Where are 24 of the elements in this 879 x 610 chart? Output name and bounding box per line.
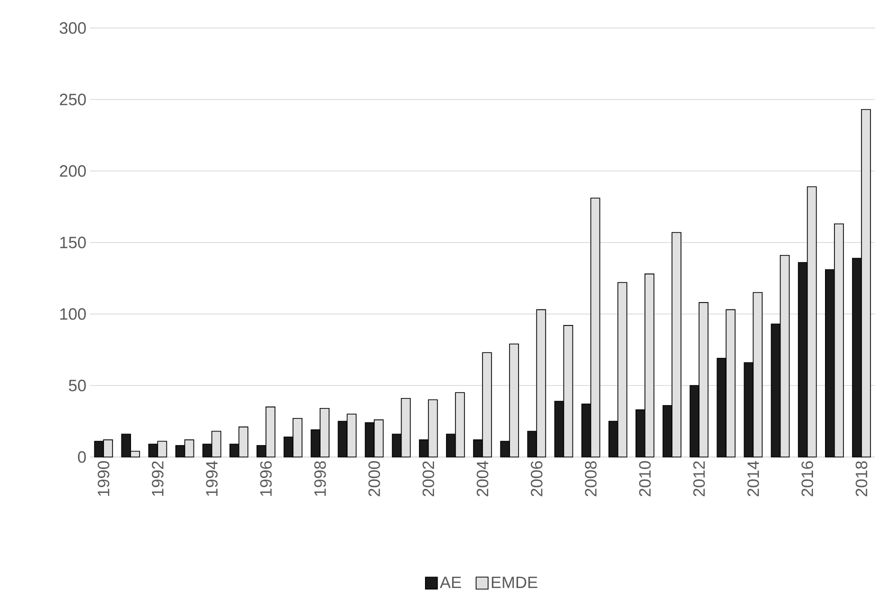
x-tick-label: 2002 xyxy=(422,461,434,496)
y-tick-label: 300 xyxy=(60,22,86,34)
x-tick-label: 2008 xyxy=(584,461,597,496)
x-tick-label: 2014 xyxy=(747,461,760,496)
x-tick-label: 2018 xyxy=(856,461,868,496)
legend-label: EMDE xyxy=(492,576,538,588)
x-tick-label: 1990 xyxy=(98,461,110,496)
x-tick-label: 2004 xyxy=(476,461,488,496)
y-tick-label: 150 xyxy=(60,236,86,248)
x-tick-label: 2016 xyxy=(802,461,814,496)
x-tick-label: 1998 xyxy=(314,461,326,496)
y-tick-label: 50 xyxy=(68,380,86,392)
x-tick-label: 2012 xyxy=(693,461,705,496)
x-tick-label: 1994 xyxy=(206,461,218,496)
x-tick-label: 2010 xyxy=(639,461,651,496)
x-tick-label: 1996 xyxy=(260,461,272,496)
legend-label: AE xyxy=(440,576,462,588)
y-tick-label: 0 xyxy=(78,451,86,463)
x-tick-label: 2000 xyxy=(368,461,380,496)
y-tick-label: 100 xyxy=(60,308,86,320)
x-tick-label: 1992 xyxy=(152,461,164,496)
y-tick-label: 250 xyxy=(60,94,86,106)
x-tick-label: 2006 xyxy=(530,461,542,496)
y-tick-label: 200 xyxy=(60,165,86,177)
